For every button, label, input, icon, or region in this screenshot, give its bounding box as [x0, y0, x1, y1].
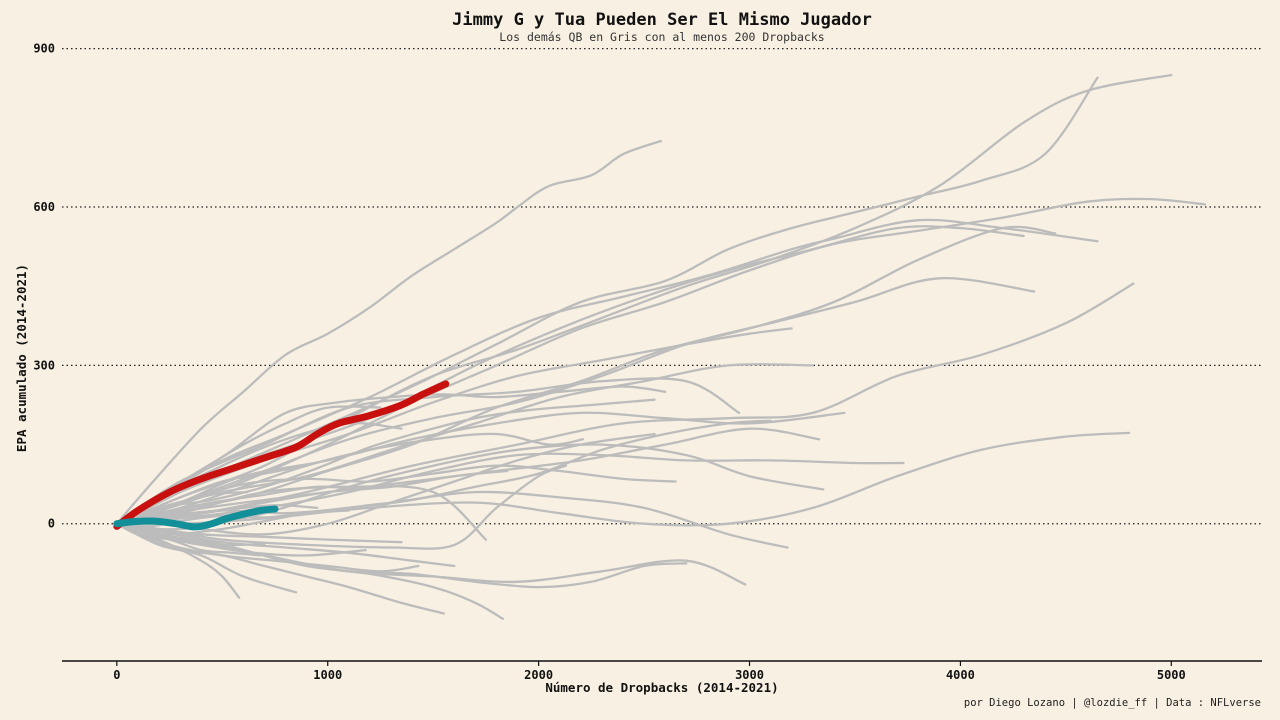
x-tick-label: 1000 — [313, 668, 342, 682]
qb-line-other — [115, 469, 509, 525]
chart-subtitle: Los demás QB en Gris con al menos 200 Dr… — [499, 30, 824, 44]
qb-line-other — [115, 73, 1173, 525]
x-tick-label: 3000 — [735, 668, 764, 682]
other-qb-lines — [115, 73, 1207, 620]
qb-line-other — [115, 282, 1135, 525]
qb-line-other — [115, 522, 298, 594]
qb-line-other — [115, 464, 677, 525]
x-tick-label: 4000 — [946, 668, 975, 682]
qb-line-jimmy-g — [113, 380, 450, 530]
qb-line-other — [115, 522, 456, 568]
x-tick-label: 0 — [113, 668, 120, 682]
qb-line-other — [115, 522, 228, 549]
highlighted-qb-lines — [113, 380, 450, 531]
y-tick-label: 600 — [33, 200, 55, 214]
x-axis-ticks: 0 1000 2000 3000 4000 5000 — [113, 661, 1186, 682]
qb-line-other — [115, 411, 846, 525]
y-tick-label: 0 — [48, 517, 55, 531]
y-axis-ticks: 0 300 600 900 — [33, 42, 55, 531]
qb-line-other — [115, 398, 656, 525]
x-axis-title: Número de Dropbacks (2014-2021) — [545, 680, 778, 695]
qb-line-other — [115, 522, 367, 557]
y-tick-label: 900 — [33, 42, 55, 56]
x-tick-label: 5000 — [1157, 668, 1186, 682]
x-tick-label: 2000 — [524, 668, 553, 682]
qb-line-tua — [113, 505, 279, 531]
qb-line-other — [115, 218, 1099, 525]
qb-line-other — [115, 485, 361, 525]
qb-line-other — [115, 139, 663, 525]
qb-line-other — [115, 522, 403, 544]
qb-line-other — [115, 509, 350, 528]
qb-line-other — [115, 419, 772, 525]
chart-caption: por Diego Lozano | @lozdie_ff | Data : N… — [964, 697, 1261, 709]
y-tick-label: 300 — [33, 358, 55, 372]
y-axis-title: EPA acumulado (2014-2021) — [14, 264, 29, 452]
qb-line-other — [115, 522, 420, 573]
chart-title: Jimmy G y Tua Pueden Ser El Mismo Jugado… — [452, 10, 872, 30]
qb-line-other — [115, 522, 262, 557]
qb-line-other — [115, 76, 1099, 525]
